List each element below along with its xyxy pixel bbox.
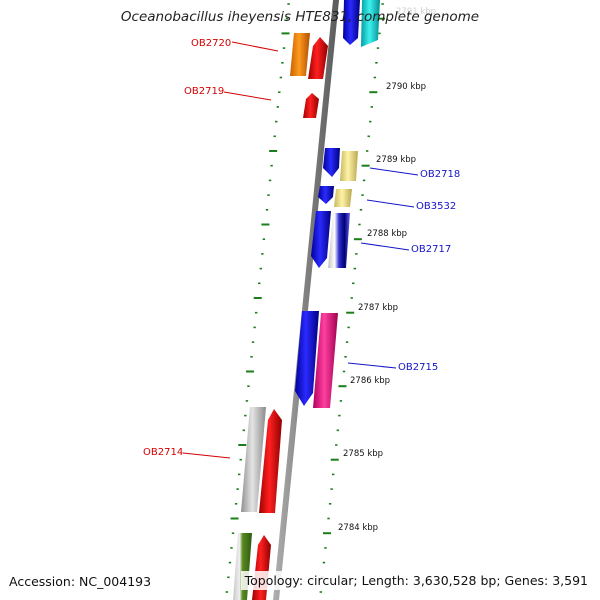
leader-line xyxy=(360,242,410,251)
tick-ring-outer xyxy=(319,3,386,593)
gene-arrow xyxy=(303,93,319,118)
leader-line xyxy=(182,452,231,459)
leader-line xyxy=(366,199,415,208)
gene-label[interactable]: OB2717 xyxy=(411,244,451,255)
gene-arrow xyxy=(241,407,266,512)
gene-arrow xyxy=(328,213,350,268)
gene-arrow xyxy=(318,186,334,204)
gene-arrow xyxy=(252,535,271,600)
gene-label[interactable]: OB2714 xyxy=(143,447,183,458)
leader-line xyxy=(223,91,272,101)
tick-label: 2790 kbp xyxy=(386,82,426,92)
tick-label: 2786 kbp xyxy=(350,376,390,386)
gene-label[interactable]: OB2720 xyxy=(191,38,231,49)
gene-label[interactable]: OB3532 xyxy=(416,201,456,212)
tick-labels: 2791 kbp 2790 kbp 2789 kbp 2788 kbp 2787… xyxy=(338,7,436,533)
gene-label[interactable]: OB2718 xyxy=(420,169,460,180)
gene-arrow xyxy=(340,151,358,181)
leader-line xyxy=(347,362,397,369)
tick-label: 2784 kbp xyxy=(338,523,378,533)
genome-summary: Topology: circular; Length: 3,630,528 bp… xyxy=(240,571,592,590)
gene-arrow xyxy=(361,0,380,47)
gene-arrow xyxy=(259,409,282,513)
tick-ring-inner xyxy=(225,3,290,593)
gene-arrow xyxy=(290,33,310,76)
tick-label: 2787 kbp xyxy=(358,303,398,313)
accession-text: Accession: NC_004193 xyxy=(9,574,152,589)
tick-label: 2788 kbp xyxy=(367,229,407,239)
leader-line xyxy=(369,167,419,176)
gene-arrow xyxy=(313,313,338,408)
gene-arrow xyxy=(295,311,319,406)
map-title: Oceanobacillus iheyensis HTE831, complet… xyxy=(120,9,480,25)
gene-arrow xyxy=(334,189,352,207)
gene-arrow xyxy=(311,211,331,268)
gene-labels: OB2720 OB2719 OB2718 OB3532 OB2717 OB271… xyxy=(143,38,460,458)
gene-label[interactable]: OB2719 xyxy=(184,86,224,97)
gene-leaders xyxy=(182,41,419,459)
leader-line xyxy=(231,41,279,52)
gene-arrow xyxy=(343,0,360,45)
tick-label: 2789 kbp xyxy=(376,155,416,165)
gene-label[interactable]: OB2715 xyxy=(398,362,438,373)
tick-label: 2791 kbp xyxy=(396,7,436,17)
gene-arrow xyxy=(323,148,340,177)
genome-backbone xyxy=(273,0,339,600)
tick-label: 2785 kbp xyxy=(343,449,383,459)
gene-arrow xyxy=(308,37,328,79)
